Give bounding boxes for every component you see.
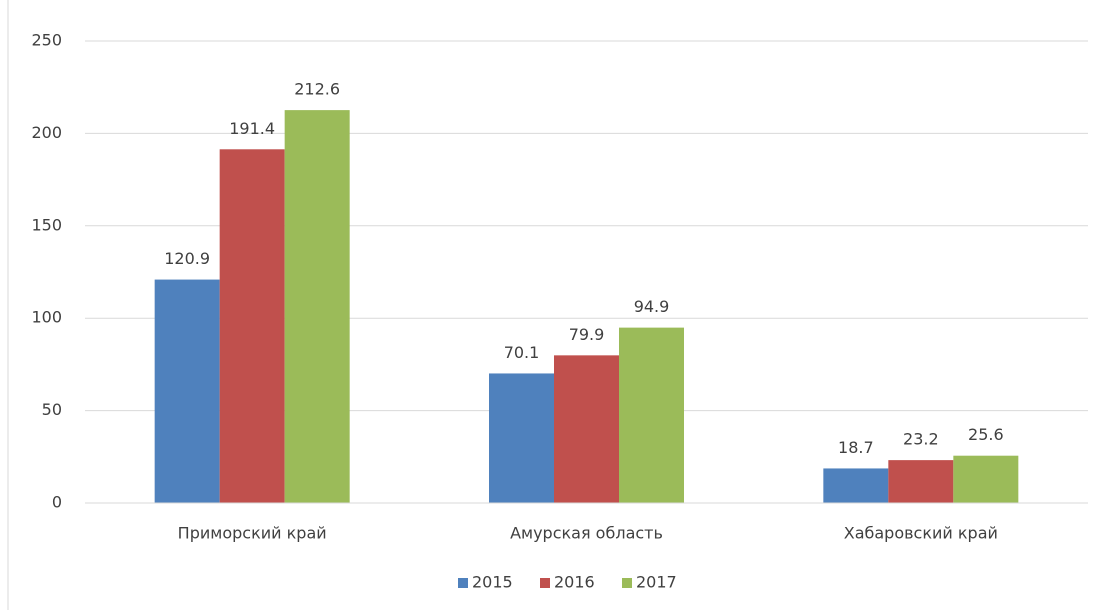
legend-swatch (540, 578, 550, 588)
bar (154, 279, 220, 503)
y-tick-label: 0 (52, 493, 62, 512)
y-tick-label: 200 (31, 123, 62, 142)
data-label: 212.6 (294, 80, 340, 99)
bar (284, 110, 350, 503)
bar (554, 355, 619, 503)
y-tick-label: 50 (42, 400, 62, 419)
bar (888, 460, 954, 503)
x-tick-label: Приморский край (178, 524, 327, 543)
data-label: 191.4 (229, 119, 275, 138)
data-label: 79.9 (569, 325, 605, 344)
data-label: 18.7 (838, 438, 874, 457)
x-tick-label: Хабаровский край (844, 524, 998, 543)
y-tick-label: 100 (31, 308, 62, 327)
bar (823, 468, 889, 503)
y-tick-label: 150 (31, 215, 62, 234)
bar (619, 327, 684, 503)
data-label: 25.6 (968, 425, 1004, 444)
data-label: 23.2 (903, 430, 939, 449)
legend-label: 2015 (472, 573, 513, 592)
legend-label: 2017 (636, 573, 677, 592)
y-tick-label: 250 (31, 31, 62, 50)
bar (219, 149, 285, 504)
bar (953, 455, 1019, 503)
data-label: 120.9 (164, 249, 210, 268)
legend-label: 2016 (554, 573, 595, 592)
data-label: 70.1 (504, 343, 540, 362)
x-tick-label: Амурская область (510, 524, 663, 543)
legend-swatch (622, 578, 632, 588)
bar (489, 373, 554, 503)
data-label: 94.9 (634, 297, 670, 316)
legend-swatch (458, 578, 468, 588)
